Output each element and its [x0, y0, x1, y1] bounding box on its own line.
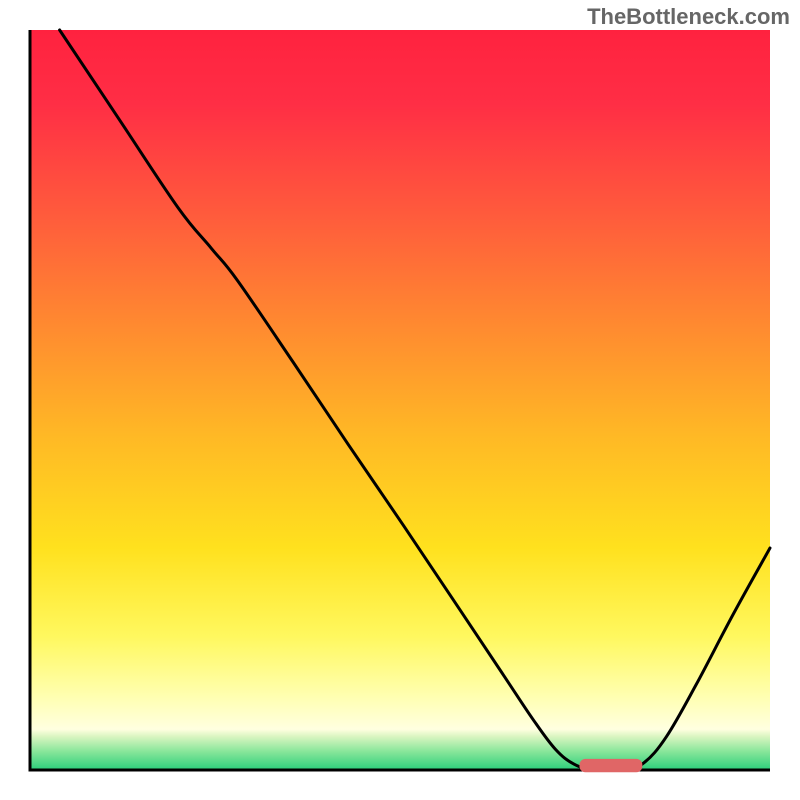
optimal-marker	[579, 759, 642, 772]
chart-background	[30, 30, 770, 770]
bottleneck-chart	[0, 0, 800, 800]
watermark-text: TheBottleneck.com	[587, 4, 790, 30]
chart-container: TheBottleneck.com	[0, 0, 800, 800]
